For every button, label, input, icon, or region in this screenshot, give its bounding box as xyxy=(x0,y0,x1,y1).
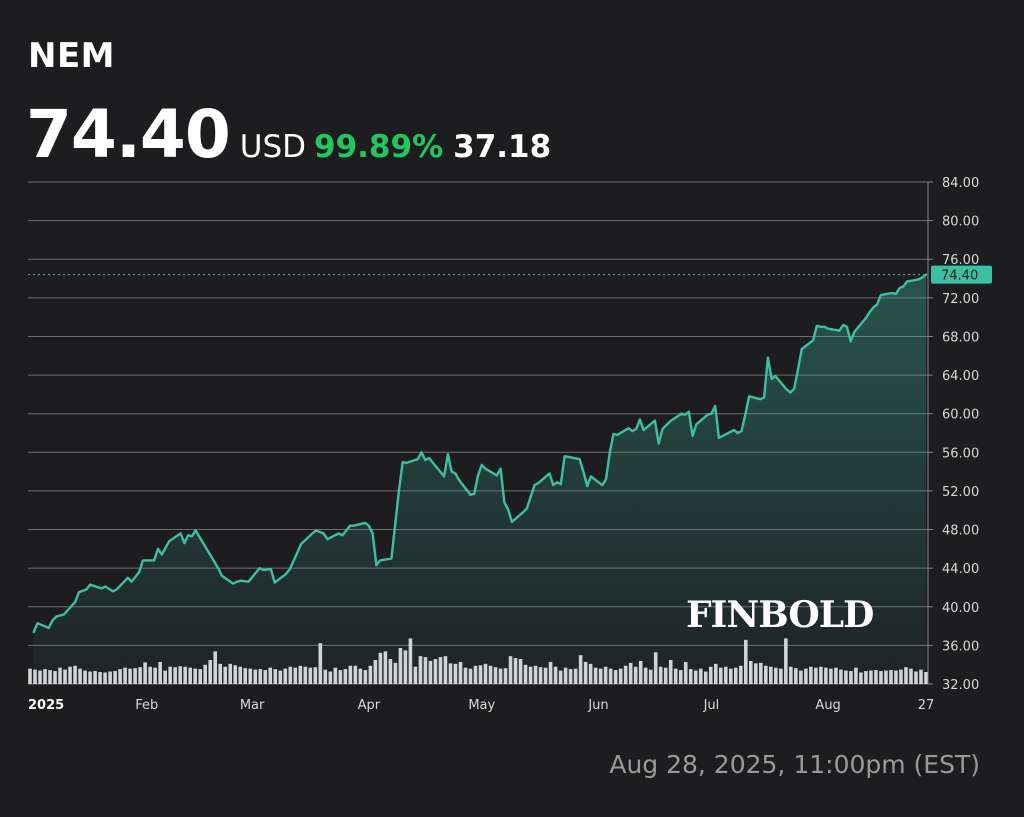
y-tick-label: 40.00 xyxy=(942,601,979,616)
y-tick-label: 36.00 xyxy=(942,639,979,654)
price-area-fill xyxy=(33,274,927,684)
x-tick-label: Mar xyxy=(240,698,265,713)
x-tick-label: Jul xyxy=(703,698,720,713)
finbold-watermark: FINBOLD xyxy=(686,594,874,636)
y-tick-label: 76.00 xyxy=(942,253,979,268)
y-axis: 84.00 80.00 76.00 72.00 68.00 64.00 60.00 56.00… xyxy=(927,176,979,693)
y-tick-label: 64.00 xyxy=(942,369,979,384)
last-price-label: 74.40 xyxy=(941,269,978,284)
current-price: 74.40 xyxy=(26,96,231,173)
y-tick-label: 80.00 xyxy=(942,215,979,230)
volume-bar xyxy=(28,668,32,684)
price-line-group xyxy=(32,273,928,634)
x-tick-label: Apr xyxy=(358,698,381,713)
change-absolute: 37.18 xyxy=(453,129,552,165)
ticker-symbol: NEM xyxy=(28,36,116,76)
y-tick-label: 44.00 xyxy=(942,562,979,577)
price-area xyxy=(33,274,927,684)
price-line xyxy=(32,273,928,634)
x-tick-label: Feb xyxy=(135,698,158,713)
y-tick-label: 52.00 xyxy=(942,485,979,500)
currency-label: USD xyxy=(239,129,307,165)
x-tick-label: 27 xyxy=(918,698,935,713)
x-tick-label: 2025 xyxy=(28,698,64,713)
y-tick-label: 84.00 xyxy=(942,176,979,191)
x-tick-label: Aug xyxy=(815,698,840,713)
y-tick-label: 60.00 xyxy=(942,408,979,423)
last-price-marker: 74.40 xyxy=(28,265,992,284)
x-tick-label: Jun xyxy=(587,698,608,713)
timestamp: Aug 28, 2025, 11:00pm (EST) xyxy=(609,750,980,779)
y-tick-label: 72.00 xyxy=(942,292,979,307)
change-percent: 99.89% xyxy=(314,129,444,165)
y-tick-label: 68.00 xyxy=(942,330,979,345)
y-tick-label: 32.00 xyxy=(942,678,979,693)
price-row: 74.40 USD 99.89% 37.18 xyxy=(26,96,551,173)
x-axis: 2025 Feb Mar Apr May Jun Jul Aug 27 xyxy=(28,698,934,713)
y-tick-label: 48.00 xyxy=(942,524,979,539)
y-tick-label: 56.00 xyxy=(942,446,979,461)
last-price-badge xyxy=(931,265,992,284)
x-tick-label: May xyxy=(468,698,495,713)
